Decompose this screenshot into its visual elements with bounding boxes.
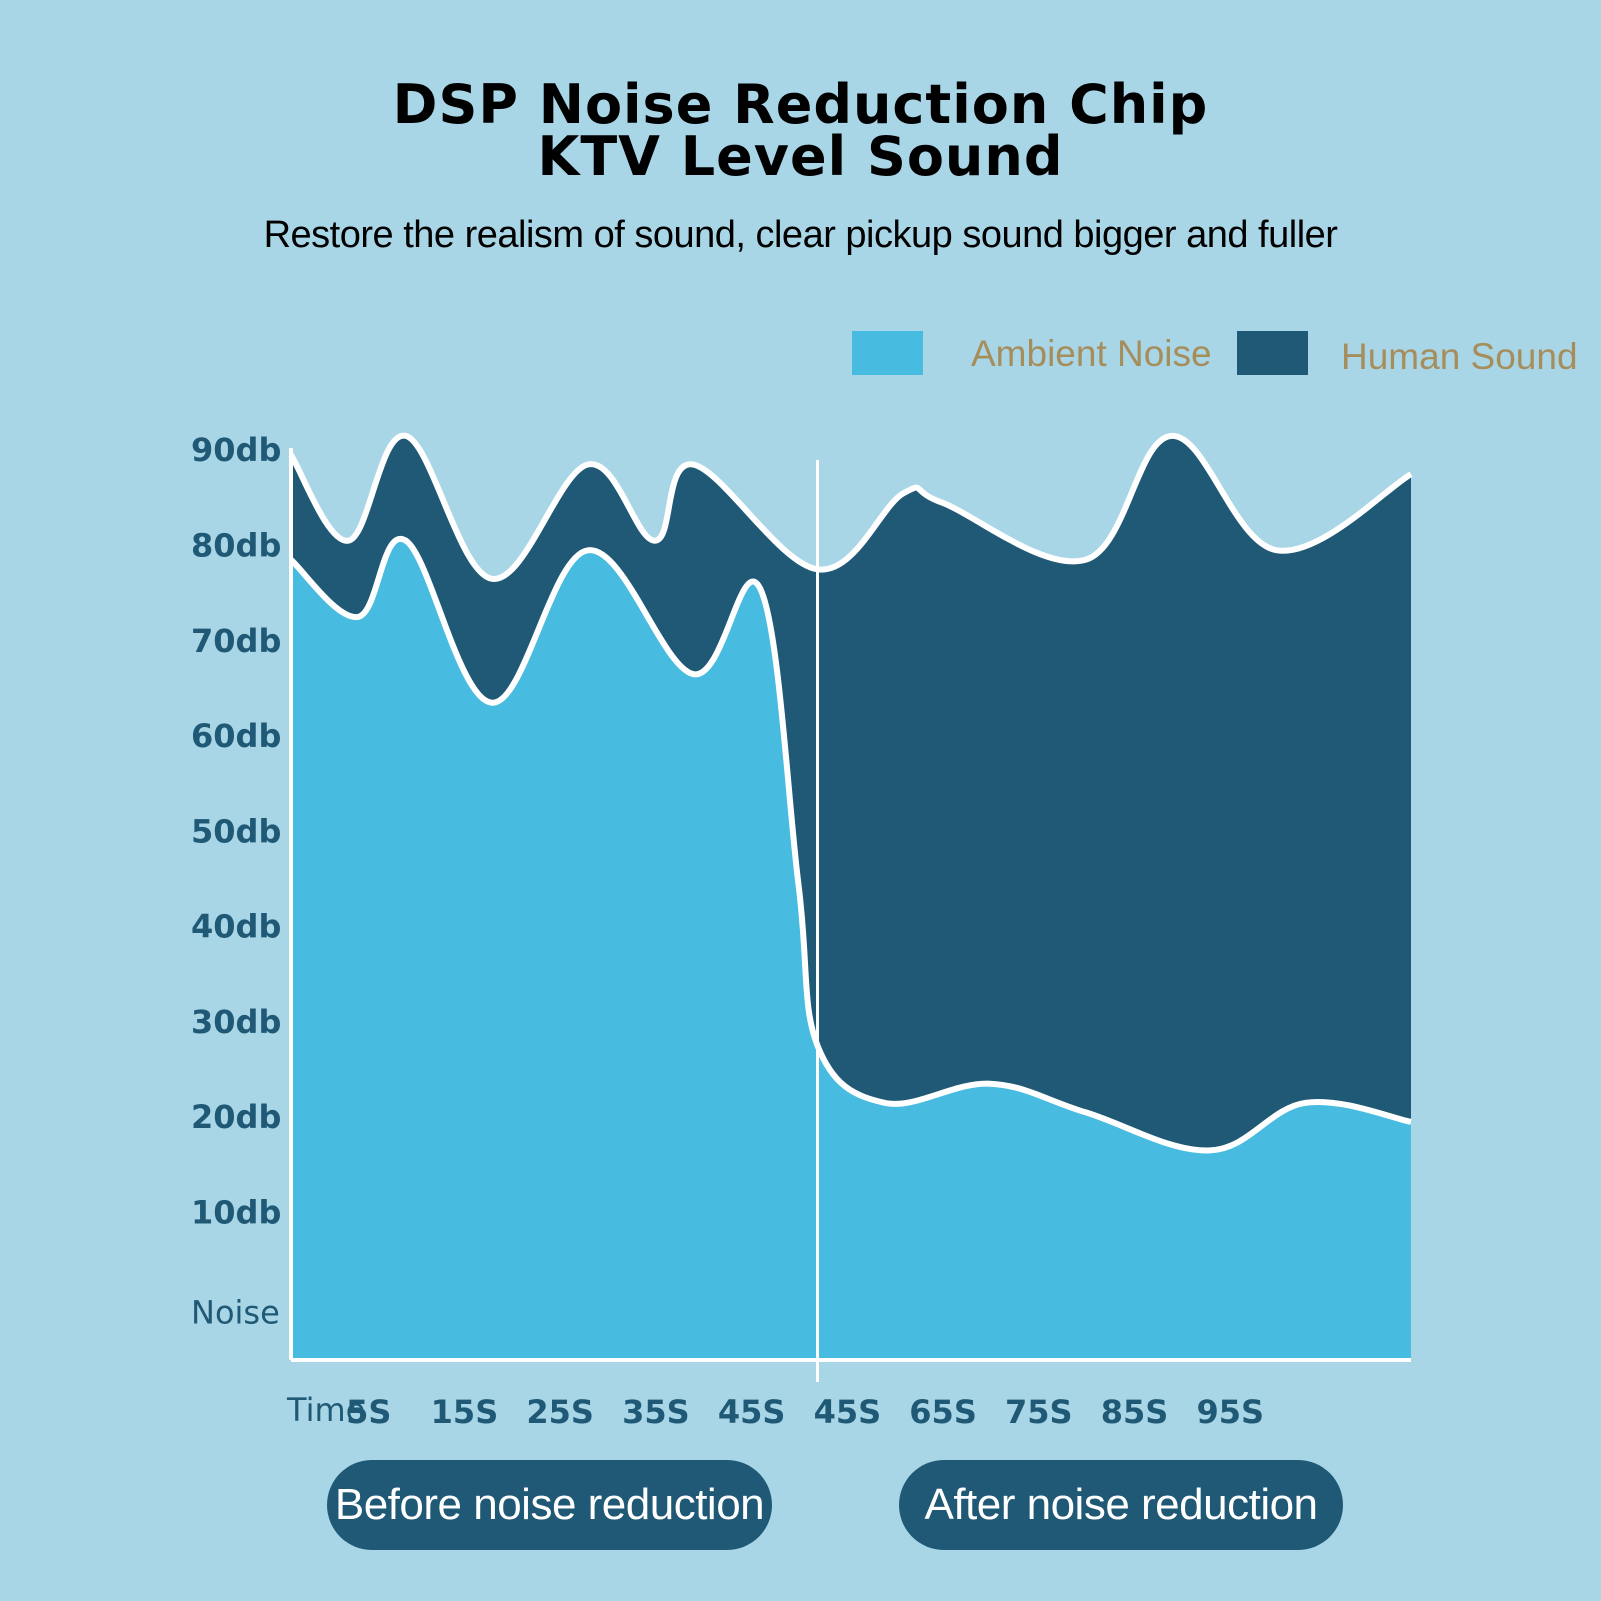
x-tick-label: 85S	[1101, 1393, 1169, 1431]
before-noise-reduction-badge: Before noise reduction	[327, 1460, 772, 1550]
x-tick-label: 15S	[431, 1393, 499, 1431]
chart-title-line1: DSP Noise Reduction Chip	[392, 73, 1209, 136]
x-tick-label: 65S	[909, 1393, 977, 1431]
chart-title-line2: KTV Level Sound	[537, 125, 1064, 188]
y-tick-label: 60db	[191, 717, 281, 755]
plot-areas	[288, 432, 1413, 1360]
x-axis-label: Time	[286, 1391, 365, 1429]
after-noise-reduction-badge: After noise reduction	[899, 1460, 1343, 1550]
x-tick-label: 25S	[526, 1393, 594, 1431]
x-tick-label: 95S	[1196, 1393, 1264, 1431]
ambient-noise-line	[288, 535, 1412, 1154]
x-tick-label: 75S	[1005, 1393, 1073, 1431]
legend-swatch-ambient	[852, 331, 923, 375]
y-tick-label: 90db	[191, 431, 281, 469]
chart-subtitle: Restore the realism of sound, clear pick…	[263, 214, 1338, 256]
y-tick-label: Noise	[191, 1293, 280, 1331]
y-tick-label: 50db	[191, 812, 281, 850]
legend-label-human: Human Sound	[1341, 336, 1578, 377]
y-tick-label: 20db	[191, 1098, 281, 1136]
legend-swatch-human	[1237, 331, 1308, 375]
y-tick-label: 30db	[191, 1003, 281, 1041]
ambient-noise-area	[291, 538, 1411, 1360]
legend-label-ambient: Ambient Noise	[971, 333, 1212, 374]
y-tick-label: 10db	[191, 1193, 281, 1231]
x-tick-label: 5S	[346, 1393, 391, 1431]
x-tick-label: 45S	[718, 1393, 786, 1431]
x-tick-label: 35S	[622, 1393, 690, 1431]
human-sound-line	[288, 432, 1413, 582]
x-tick-label: 45S	[814, 1393, 882, 1431]
y-tick-label: 70db	[191, 622, 281, 660]
y-tick-label: 80db	[191, 527, 281, 565]
y-axis-ticks: Noise 10db 20db 30db 40db 50db 60db 70db 80db 90d…	[191, 431, 281, 1331]
y-tick-label: 40db	[191, 908, 281, 946]
